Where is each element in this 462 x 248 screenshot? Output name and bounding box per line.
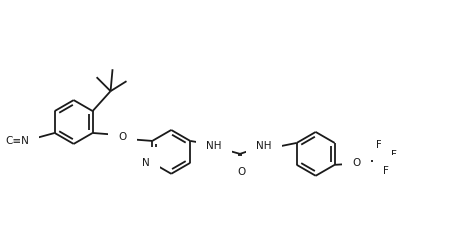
Text: O: O <box>238 167 246 177</box>
Text: O: O <box>353 158 361 168</box>
Text: F: F <box>391 150 397 160</box>
Text: F: F <box>383 166 389 176</box>
Text: NH: NH <box>207 141 222 151</box>
Text: F: F <box>376 140 382 150</box>
Text: NH: NH <box>256 141 272 151</box>
Text: C≡N: C≡N <box>5 136 29 146</box>
Text: O: O <box>118 132 127 142</box>
Text: N: N <box>141 158 149 168</box>
